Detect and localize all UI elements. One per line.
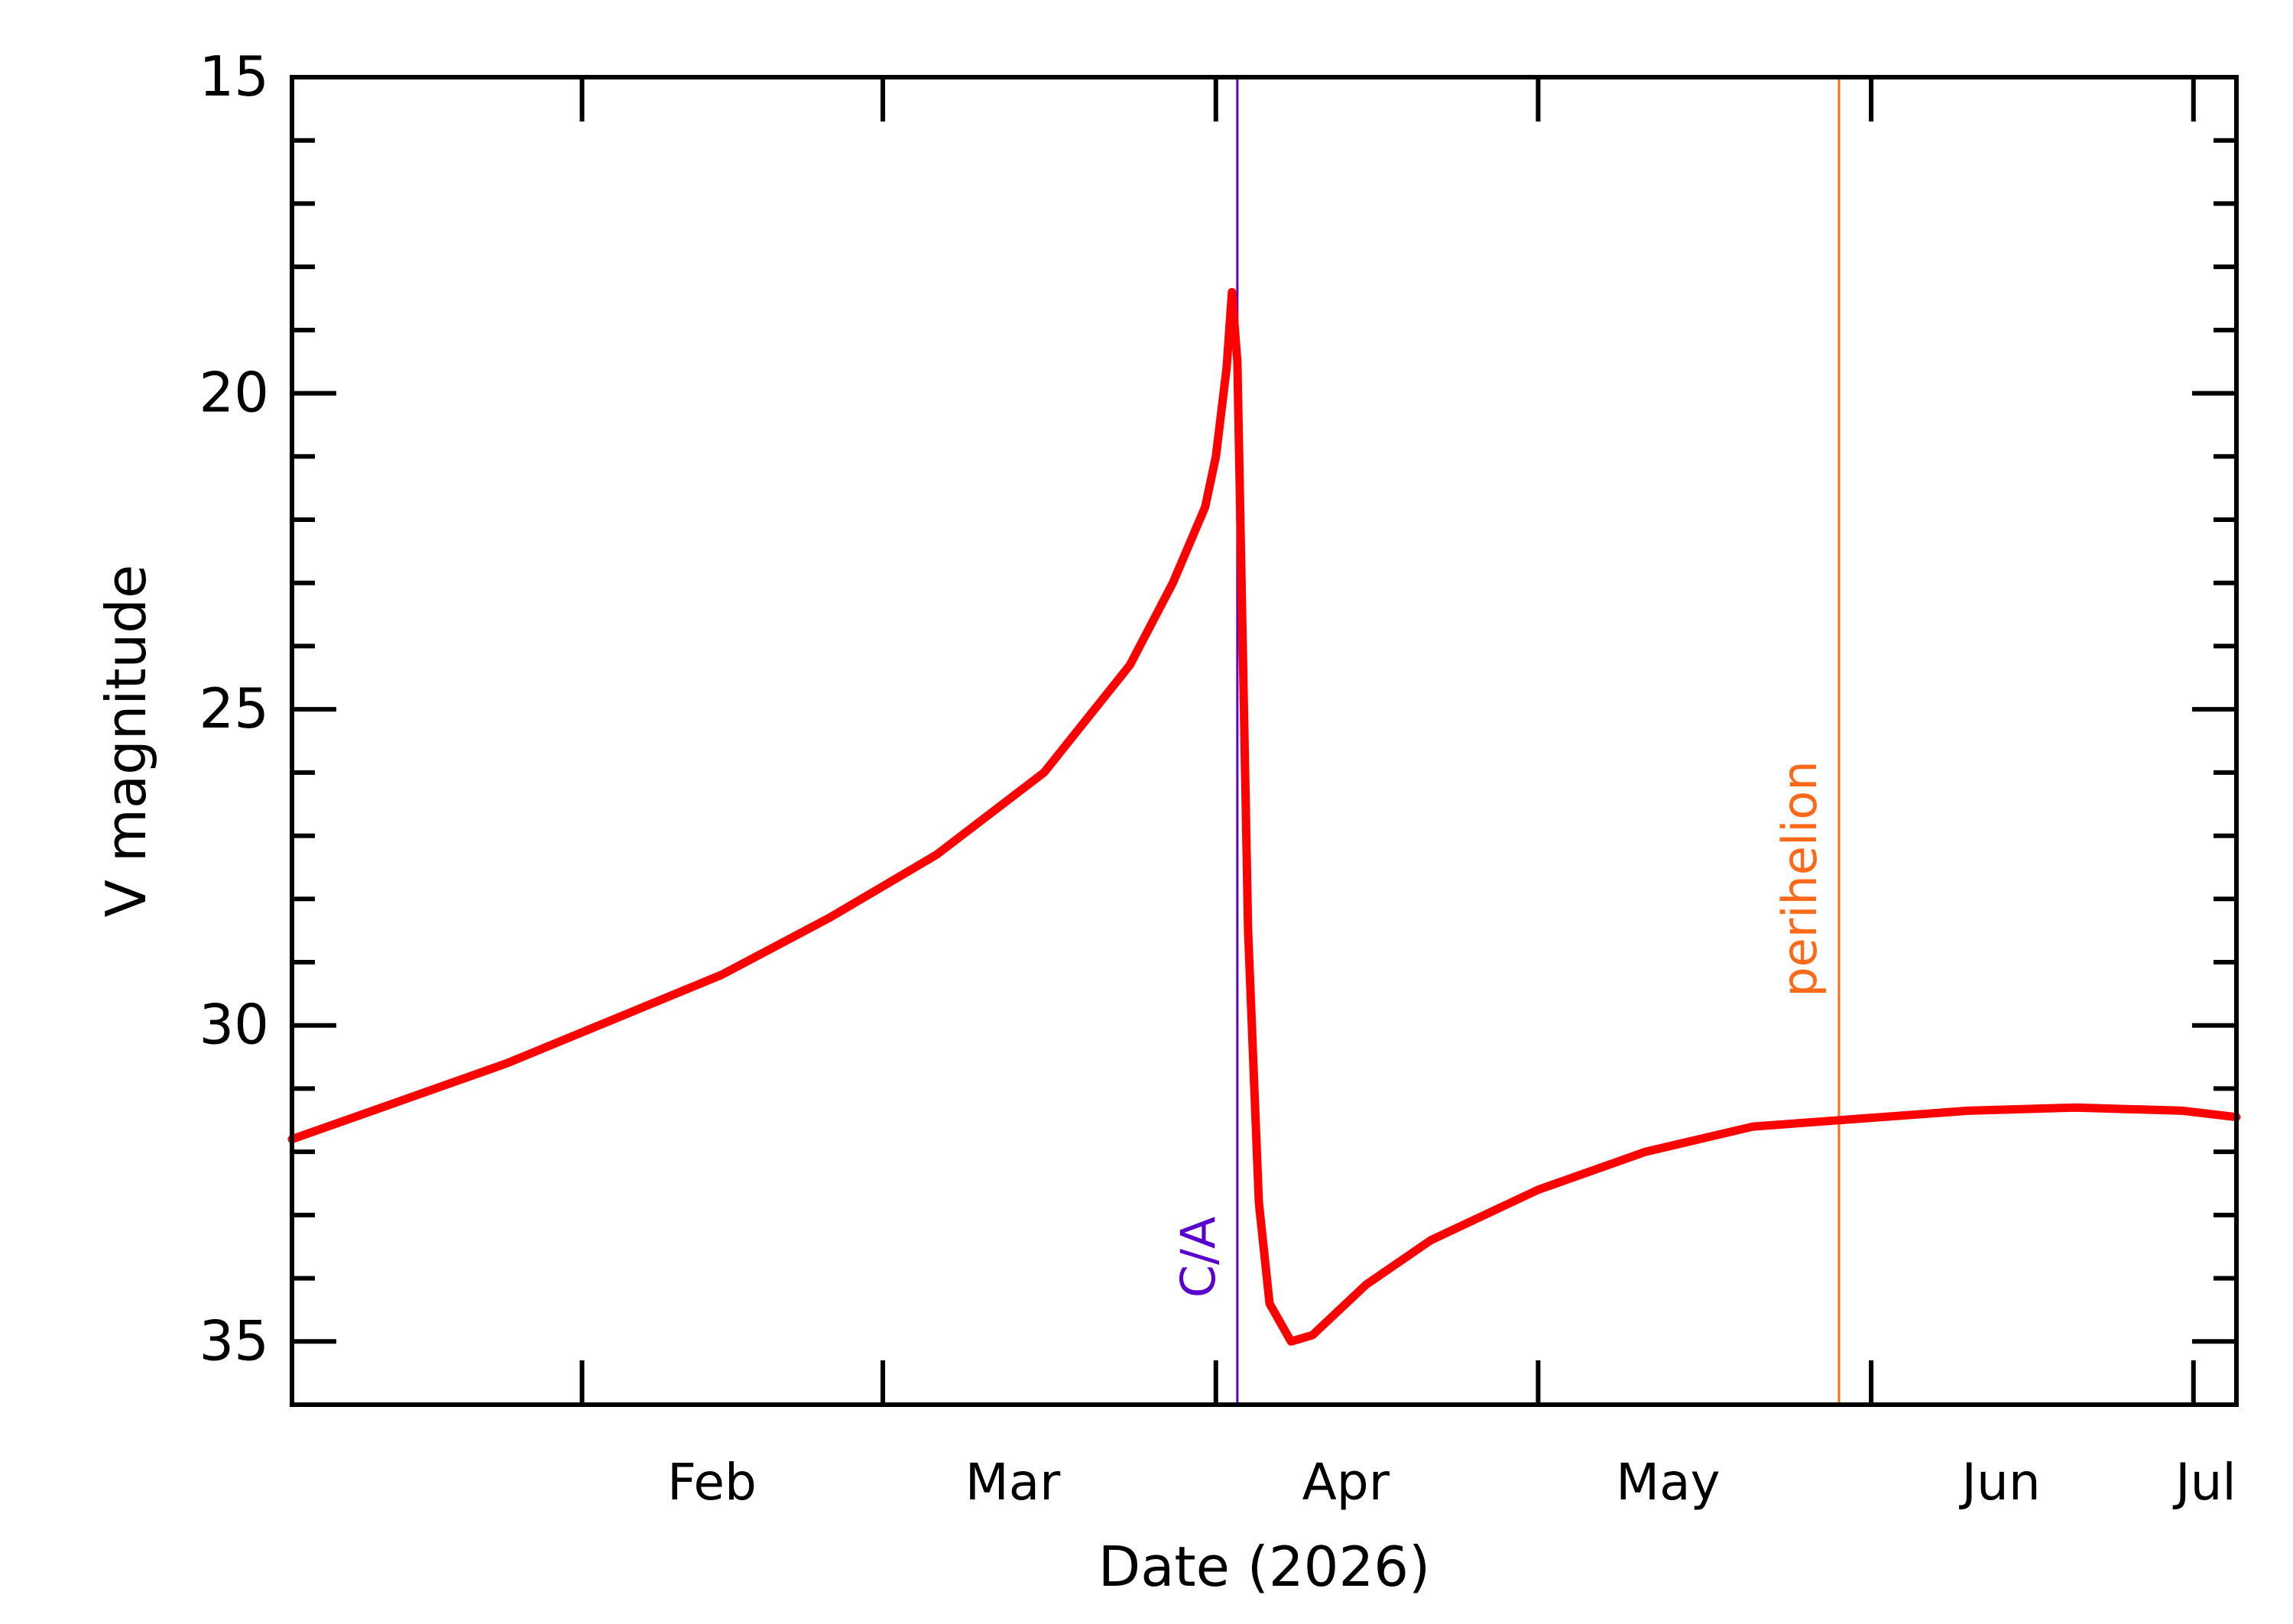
y-tick-label: 15 bbox=[199, 44, 269, 109]
y-tick-label: 35 bbox=[199, 1308, 269, 1373]
magnitude-curve bbox=[287, 287, 2241, 1346]
x-axis-label: Date (2026) bbox=[1098, 1535, 1430, 1599]
x-tick-labels: Feb Mar Apr May Jun Jul bbox=[667, 1453, 2236, 1512]
x-tick-label: Mar bbox=[965, 1453, 1061, 1512]
y-tick-label: 25 bbox=[199, 676, 269, 741]
x-tick-label: Jul bbox=[2172, 1453, 2236, 1512]
x-tick-label: Apr bbox=[1302, 1453, 1390, 1512]
x-tick-label: Jun bbox=[1959, 1453, 2041, 1512]
event-line-label: C/A bbox=[1170, 1217, 1226, 1298]
axis-ticks bbox=[292, 75, 2236, 1407]
x-tick-label: Feb bbox=[667, 1453, 757, 1512]
y-axis-label: V magnitude bbox=[94, 565, 158, 918]
plot-frame bbox=[290, 75, 2239, 1407]
x-tick-label: May bbox=[1616, 1453, 1720, 1512]
y-tick-label: 30 bbox=[199, 993, 269, 1057]
event-lines: C/A perihelion bbox=[1170, 77, 1841, 1405]
y-tick-label: 20 bbox=[199, 361, 269, 425]
y-tick-labels: 15 20 25 30 35 bbox=[199, 44, 269, 1373]
event-line-label: perihelion bbox=[1772, 760, 1828, 997]
